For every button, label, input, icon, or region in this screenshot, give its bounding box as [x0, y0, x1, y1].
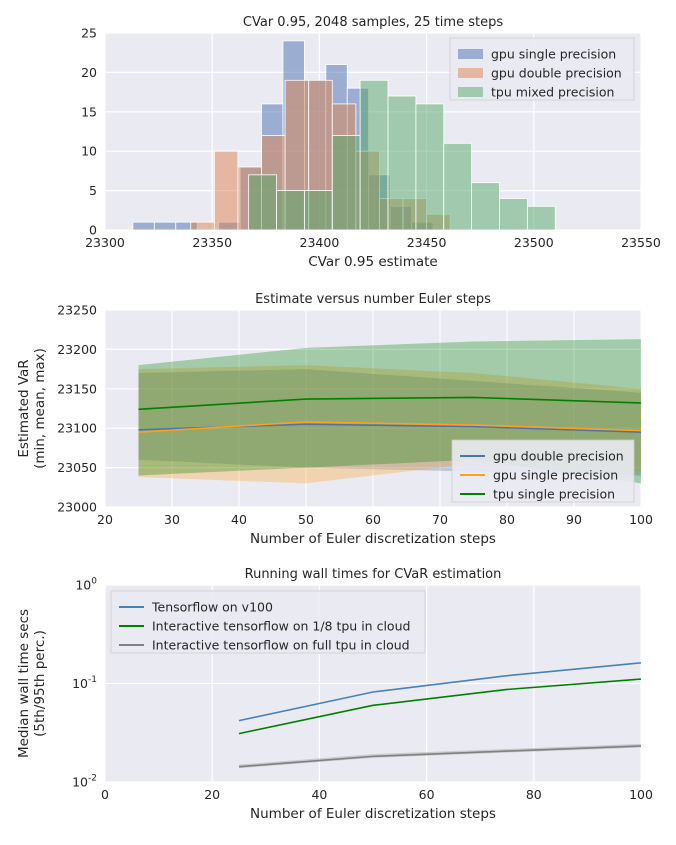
y-tick-label: 23100: [57, 421, 97, 436]
y-tick-exponent: -1: [88, 675, 97, 685]
mean-line: [138, 396, 642, 411]
legend-label: gpu single precision: [491, 47, 616, 62]
legend-label: gpu single precision: [493, 468, 618, 483]
x-axis-label: Number of Euler discretization steps: [250, 531, 496, 547]
histogram-bar: [415, 103, 445, 231]
histogram-bar: [132, 221, 155, 231]
y-tick-label: 10-2: [72, 774, 97, 790]
estimate-area-panel: 20 30 40 50 60 70 80 90 100 23000 23050 23100 23150 2…: [16, 292, 653, 547]
x-tick-label: 90: [566, 512, 582, 527]
x-tick-label: 70: [432, 512, 448, 527]
histogram-bar: [276, 190, 305, 231]
legend-box: [110, 590, 426, 654]
x-tick-label: 40: [311, 787, 327, 802]
x-tick-label: 0: [101, 787, 109, 802]
legend-label: Interactive tensorflow on 1/8 tpu in clo…: [152, 619, 410, 634]
x-axis-label: Number of Euler discretization steps: [250, 806, 496, 822]
legend-label: tpu mixed precision: [491, 85, 614, 100]
legend-swatch: [458, 49, 483, 59]
chart-title: Running wall times for CVaR estimation: [245, 567, 502, 582]
median-line: [238, 662, 642, 722]
x-tick-label: 60: [419, 787, 435, 802]
y-tick-label: 20: [81, 65, 97, 80]
x-tick-label: 20: [204, 787, 220, 802]
y-tick-label: 23250: [57, 303, 97, 318]
x-tick-label: 23550: [621, 235, 661, 250]
x-tick-label: 23300: [85, 235, 125, 250]
histogram-bar: [526, 205, 556, 231]
x-tick-label: 100: [629, 787, 653, 802]
median-line: [238, 678, 642, 735]
median-line: [238, 745, 642, 768]
y-tick-label: 5: [89, 183, 97, 198]
x-axis-label: CVar 0.95 estimate: [308, 254, 437, 270]
x-tick-label: 20: [97, 512, 113, 527]
y-tick-label: 0: [89, 223, 97, 238]
x-tick-label: 80: [499, 512, 515, 527]
y-tick-label: 23000: [57, 500, 97, 515]
histogram-bar: [153, 221, 177, 231]
mean-line: [138, 421, 642, 433]
histogram-bar: [303, 190, 333, 231]
histogram-panel: 23300 23350 23400 23450 23500 23550 0 5 10 15 20 25…: [81, 15, 661, 270]
y-tick-label: 23200: [57, 342, 97, 357]
legend-swatch: [458, 68, 483, 78]
histogram-bar: [443, 142, 473, 231]
x-tick-label: 23350: [192, 235, 232, 250]
x-tick-label: 50: [298, 512, 314, 527]
y-tick-label: 100: [75, 577, 97, 593]
x-tick-label: 23450: [407, 235, 447, 250]
legend-label: gpu double precision: [493, 449, 624, 464]
chart-title: CVar 0.95, 2048 samples, 25 time steps: [243, 15, 503, 30]
x-tick-label: 23500: [514, 235, 554, 250]
y-tick-label: 23050: [57, 460, 97, 475]
x-tick-label: 23400: [300, 235, 340, 250]
histogram-bar: [359, 79, 389, 231]
y-tick-base: 10: [72, 676, 88, 691]
histogram-bar: [499, 198, 528, 231]
histogram-bar: [213, 150, 239, 231]
histogram-bar: [471, 182, 500, 231]
y-tick-exponent: -2: [88, 774, 97, 784]
y-tick-base: 10: [75, 578, 91, 593]
y-tick-label: 25: [81, 26, 97, 41]
legend-label: Interactive tensorflow on full tpu in cl…: [152, 638, 410, 653]
y-tick-label: 10: [81, 144, 97, 159]
x-tick-label: 60: [365, 512, 381, 527]
legend-label: tpu single precision: [493, 487, 615, 502]
chart-title: Estimate versus number Euler steps: [255, 292, 491, 307]
histogram-bar: [190, 221, 215, 231]
x-tick-label: 100: [629, 512, 653, 527]
y-tick-exponent: 0: [91, 577, 97, 587]
histogram-bar: [248, 174, 277, 231]
y-tick-label: 23150: [57, 381, 97, 396]
legend-box: [451, 439, 635, 503]
y-axis-label: Median wall time secs: [16, 609, 32, 758]
y-tick-label: 10-1: [72, 675, 97, 691]
histogram-bar: [331, 135, 361, 231]
x-tick-label: 80: [526, 787, 542, 802]
legend-swatch: [458, 87, 483, 97]
y-tick-base: 10: [72, 775, 88, 790]
y-axis-label: Estimated VaR: [16, 359, 32, 457]
y-axis-label-sub: (5th/95th perc.): [32, 630, 48, 737]
legend-label: gpu double precision: [491, 66, 622, 81]
histogram-bar: [387, 95, 417, 231]
y-axis-label-sub: (min, mean, max): [32, 348, 48, 469]
x-tick-label: 40: [231, 512, 247, 527]
x-tick-label: 30: [164, 512, 180, 527]
y-tick-label: 15: [81, 104, 97, 119]
legend-label: Tensorflow on v100: [151, 600, 273, 615]
